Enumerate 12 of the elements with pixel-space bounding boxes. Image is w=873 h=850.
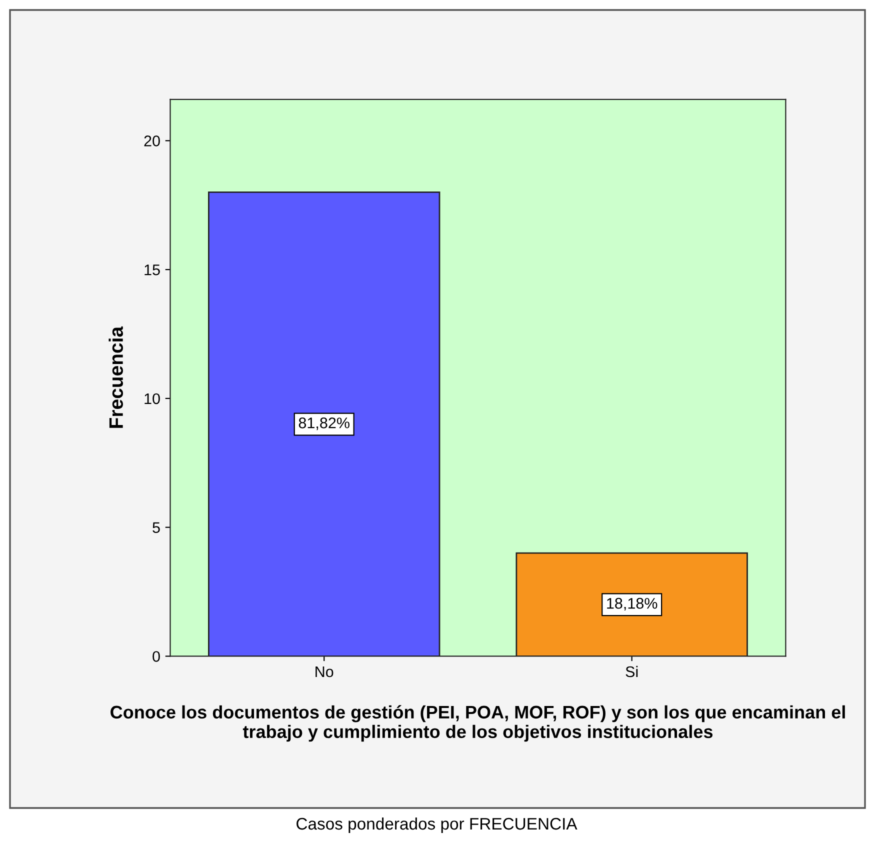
text: Casos ponderados por FRECUENCIA — [296, 817, 578, 833]
y-tick-label: 20 — [144, 136, 160, 146]
x-tick-label: Si — [626, 666, 638, 678]
y-tick-label: 10 — [144, 393, 160, 404]
x-axis-title: Conoce los documentos de gestión (PEI, POA, MOF, ROF) y son los que encaminan el trabajo y cumplimiento de los objetivos institucionales — [110, 705, 845, 742]
y-tick-label: 5 — [152, 522, 160, 534]
annotation: 81,82% — [298, 418, 350, 430]
annotation: 18,18% — [607, 598, 658, 611]
x-tick-label: No — [316, 666, 334, 678]
y-axis-title: Frecuencia — [108, 326, 124, 428]
y-tick-label: 0 — [152, 651, 160, 662]
y-tick-label: 15 — [144, 264, 160, 276]
